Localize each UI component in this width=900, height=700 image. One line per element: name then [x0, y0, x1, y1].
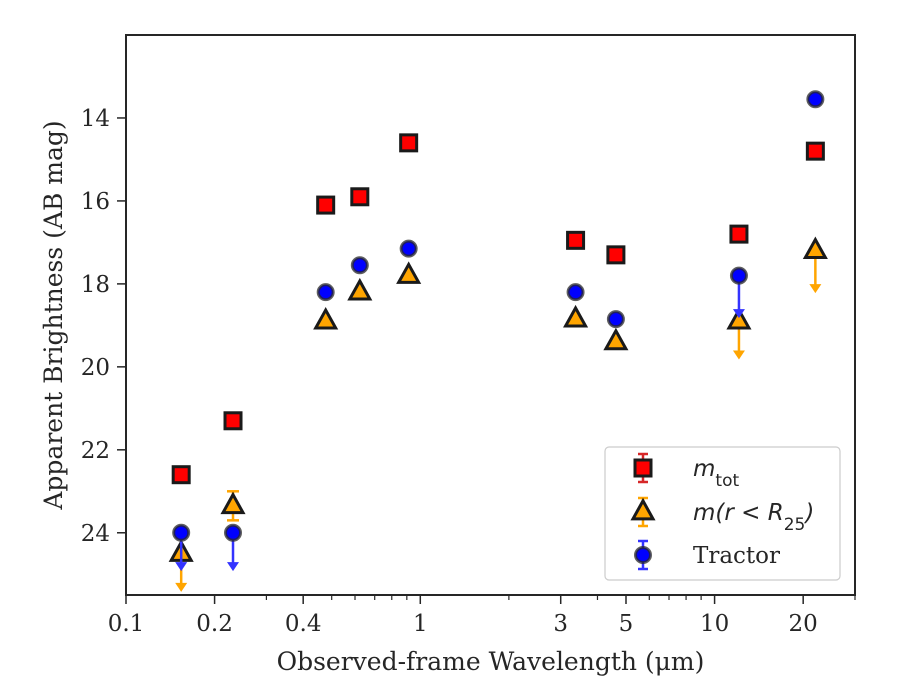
data-point-m-r25	[313, 306, 339, 330]
data-point-m-r25	[802, 236, 828, 260]
data-point-m-r25	[726, 306, 752, 330]
data-point-mtot	[350, 187, 370, 207]
series-mtot	[171, 133, 825, 485]
data-point-tractor	[806, 90, 825, 109]
y-tick-label: 22	[81, 438, 110, 464]
y-tick-label: 14	[81, 106, 110, 132]
data-point-mtot	[805, 141, 825, 161]
legend-marker-m-r25	[630, 497, 656, 521]
y-tick-label: 18	[81, 272, 110, 298]
data-point-tractor	[606, 310, 625, 329]
x-tick-label: 20	[789, 611, 818, 637]
data-point-mtot	[171, 465, 191, 485]
data-point-mtot	[566, 230, 586, 250]
upper-limit-arrow-head	[732, 309, 745, 319]
y-axis-ticks: 14 16 18 20 22 24	[81, 106, 126, 547]
data-point-mtot	[316, 195, 336, 215]
upper-limit-arrow-head	[227, 562, 240, 572]
y-axis-label: Apparent Brightness (AB mag)	[39, 120, 68, 510]
legend: mtot m(r < R25) Tractor	[604, 446, 841, 581]
upper-limit-arrow-head	[732, 350, 745, 360]
upper-limit-arrow-head	[809, 284, 822, 294]
plot-frame	[125, 34, 856, 596]
legend-label-m-r25: m(r < R25)	[693, 500, 814, 535]
data-point-m-r25	[220, 491, 246, 515]
data-marks	[168, 90, 828, 592]
data-point-m-r25	[563, 304, 589, 328]
data-point-m-r25	[347, 277, 373, 301]
data-point-tractor	[729, 266, 748, 285]
x-tick-label: 0.2	[196, 611, 233, 637]
y-tick-label: 20	[81, 355, 110, 381]
x-tick-label: 3	[553, 611, 568, 637]
legend-marker-mtot	[633, 458, 653, 478]
legend-label-main: m	[693, 456, 715, 482]
data-point-mtot	[223, 411, 243, 431]
data-point-m-r25	[396, 261, 422, 284]
upper-limit-arrow-head	[175, 582, 188, 592]
y-tick-label: 16	[81, 189, 110, 215]
x-tick-label: 10	[700, 611, 729, 637]
data-point-tractor	[566, 283, 585, 302]
data-point-tractor	[399, 239, 418, 258]
x-tick-label: 1	[413, 611, 428, 637]
legend-label-sub: 25	[784, 515, 806, 535]
x-axis-ticks: 0.1 0.2 0.4 1 3 5 10 20	[108, 595, 818, 637]
legend-label-tractor: Tractor	[693, 543, 780, 569]
y-tick-label: 24	[81, 521, 110, 547]
data-point-tractor	[316, 283, 335, 302]
legend-marker-tractor	[634, 546, 652, 564]
legend-label-main: m(r < R	[693, 500, 784, 526]
x-axis-label: Observed-frame Wavelength (μm)	[277, 647, 705, 676]
data-point-tractor	[172, 523, 191, 542]
x-tick-label: 0.1	[108, 611, 145, 637]
x-tick-label: 0.4	[285, 611, 322, 637]
series-tractor	[172, 90, 825, 572]
data-point-mtot	[729, 224, 749, 244]
legend-box	[604, 446, 841, 581]
data-point-m-r25	[603, 327, 629, 351]
data-point-tractor	[350, 256, 369, 275]
data-point-mtot	[606, 245, 626, 265]
data-point-mtot	[399, 133, 419, 153]
upper-limit-arrow-head	[175, 562, 188, 572]
x-tick-label: 5	[619, 611, 634, 637]
data-point-tractor	[224, 523, 243, 542]
legend-label-mtot: mtot	[693, 456, 739, 491]
legend-label-end: )	[803, 500, 814, 526]
legend-label-sub: tot	[715, 471, 739, 491]
